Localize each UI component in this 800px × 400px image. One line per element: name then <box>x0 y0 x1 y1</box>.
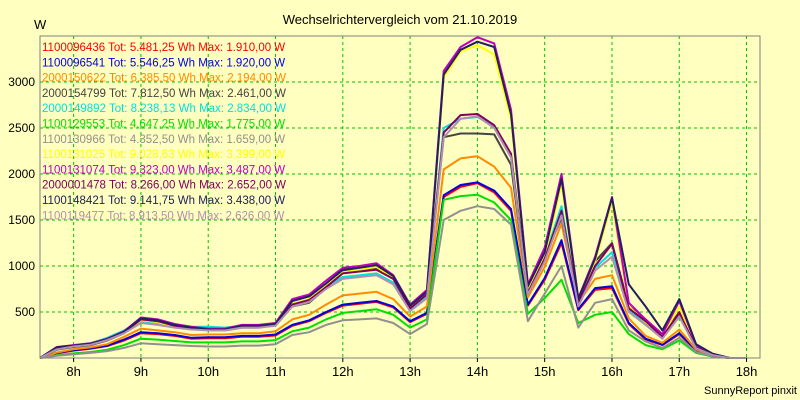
y-tick-label: 500 <box>15 305 35 319</box>
x-tick-label: 17h <box>668 364 690 379</box>
series-line-2000150622 <box>39 155 747 359</box>
x-tick-label: 8h <box>66 364 80 379</box>
legend: 1100096436 Tot: 5.481,25 Wh Max: 1.910,0… <box>42 42 286 222</box>
plot-area-border <box>39 35 761 359</box>
legend-entry-1100130966: 1100130966 Tot: 4.352,50 Wh Max: 1.659,0… <box>42 134 285 146</box>
series-line-1100096541 <box>39 181 747 359</box>
y-tick-label: 2500 <box>8 121 35 135</box>
y-tick-label: 2000 <box>8 167 35 181</box>
legend-entry-2000154799: 2000154799 Tot: 7.812,50 Wh Max: 2.461,0… <box>42 88 286 100</box>
x-tick-label: 12h <box>332 364 354 379</box>
series-lines <box>39 36 747 359</box>
y-tick-label: 1000 <box>8 259 35 273</box>
grid-lines <box>40 36 760 358</box>
x-tick-label: 18h <box>736 364 758 379</box>
x-tick-label: 14h <box>467 364 489 379</box>
legend-entry-1100131074: 1100131074 Tot: 9.323,00 Wh Max: 3.487,0… <box>42 164 285 176</box>
series-line-1100130966 <box>39 205 747 359</box>
series-line-1100129553 <box>39 193 747 359</box>
series-line-1100148421 <box>39 40 747 359</box>
legend-entry-1100129553: 1100129553 Tot: 4.647,25 Wh Max: 1.775,0… <box>42 119 285 131</box>
y-tick-label: 1500 <box>8 213 35 227</box>
x-tick-label: 16h <box>601 364 623 379</box>
legend-entry-1100096436: 1100096436 Tot: 5.481,25 Wh Max: 1.910,0… <box>42 42 285 54</box>
axes: 500 1000 1500 2000 2500 3000 8h 9h 10h 11h 12h 13h 1… <box>8 35 761 379</box>
legend-entry-1100131025: 1100131025 Tot: 9.028,63 Wh Max: 3.399,0… <box>42 149 285 161</box>
x-tick-label: 9h <box>134 364 148 379</box>
y-tick-label: 3000 <box>8 75 35 89</box>
legend-entry-2000001478: 2000001478 Tot: 8.266,00 Wh Max: 2.652,0… <box>42 180 286 192</box>
legend-entry-2000150622: 2000150622 Tot: 6.385,50 Wh Max: 2.194,0… <box>42 73 286 85</box>
legend-entry-1100148421: 1100148421 Tot: 9.141,75 Wh Max: 3.438,0… <box>42 195 285 207</box>
chart-title: Wechselrichtervergleich vom 21.10.2019 <box>283 12 518 27</box>
legend-entry-1100096541: 1100096541 Tot: 5.546,25 Wh Max: 1.920,0… <box>42 57 285 69</box>
x-tick-label: 10h <box>197 364 219 379</box>
x-tick-label: 13h <box>399 364 421 379</box>
legend-entry-1100119477: 1100119477 Tot: 8.913,50 Wh Max: 2.626,0… <box>42 210 284 222</box>
legend-entry-2000149892: 2000149892 Tot: 8.238,13 Wh Max: 2.834,0… <box>42 103 286 115</box>
y-axis-unit-label: W <box>34 17 47 32</box>
series-line-1100119477 <box>39 115 747 359</box>
footer-credit: SunnyReport pinxit <box>704 385 797 397</box>
x-tick-label: 11h <box>265 364 286 379</box>
x-tick-label: 15h <box>534 364 556 379</box>
